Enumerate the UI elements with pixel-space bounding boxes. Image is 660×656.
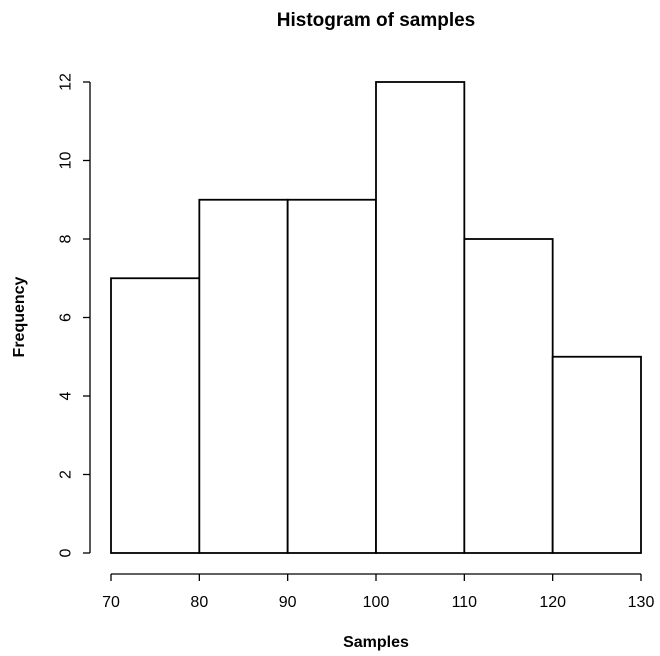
y-tick-label: 10	[58, 152, 75, 170]
x-axis-label: Samples	[343, 634, 409, 651]
histogram-bar-70-80	[110, 277, 201, 554]
x-tick-label: 80	[190, 594, 208, 611]
x-tick-label: 110	[452, 594, 478, 611]
y-tick-label: 6	[58, 313, 75, 322]
y-tick-label: 0	[58, 548, 75, 557]
chart-title: Histogram of samples	[277, 10, 476, 31]
histogram-bar-80-90	[198, 198, 289, 554]
y-axis-label: Frequency	[11, 276, 28, 357]
x-tick-label: 100	[363, 594, 390, 611]
histogram-bar-110-120	[463, 238, 554, 554]
y-tick-label: 2	[58, 470, 75, 479]
x-tick-label: 70	[102, 594, 120, 611]
x-tick-label: 130	[628, 594, 655, 611]
histogram-bar-120-130	[551, 355, 642, 554]
y-tick-label: 8	[58, 234, 75, 243]
x-tick-label: 120	[539, 594, 566, 611]
histogram-bars	[110, 81, 642, 554]
y-tick-label: 12	[58, 73, 75, 91]
x-tick-label: 90	[279, 594, 297, 611]
y-tick-label: 4	[58, 391, 75, 400]
y-axis: 0 2 4 6 8 10 12	[58, 73, 91, 557]
histogram-bar-100-110	[375, 81, 466, 554]
x-axis: 70 80 90 100 110 120 130	[102, 573, 655, 611]
histogram-bar-90-100	[286, 198, 377, 554]
